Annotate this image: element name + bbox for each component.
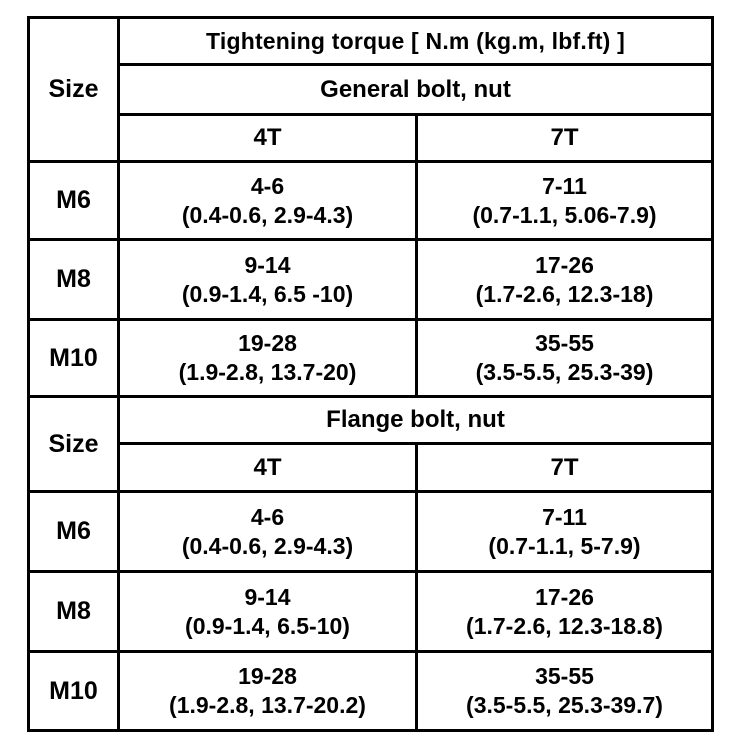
grade-7t-header-general: 7T <box>415 113 714 163</box>
table-row-general-m10: M10 19-28 (1.9-2.8, 13.7-20) 35-55 (3.5-… <box>27 318 714 398</box>
torque-cell-general-m8-4t: 9-14 (0.9-1.4, 6.5 -10) <box>117 238 418 321</box>
torque-cell-flange-m10-7t: 35-55 (3.5-5.5, 25.3-39.7) <box>415 650 714 732</box>
torque-range: 17-26 <box>535 583 594 610</box>
torque-cell-general-m6-4t: 4-6 (0.4-0.6, 2.9-4.3) <box>117 160 418 241</box>
torque-cell-flange-m10-4t: 19-28 (1.9-2.8, 13.7-20.2) <box>117 650 418 732</box>
grade-4t-header-flange: 4T <box>117 442 418 493</box>
grade-7t-header-flange: 7T <box>415 442 714 493</box>
torque-detail: (3.5-5.5, 25.3-39) <box>475 359 654 385</box>
torque-detail: (0.9-1.4, 6.5 -10) <box>181 280 354 307</box>
torque-detail: (0.7-1.1, 5.06-7.9) <box>472 201 657 228</box>
table-row-general-m6: M6 4-6 (0.4-0.6, 2.9-4.3) 7-11 (0.7-1.1,… <box>27 160 714 241</box>
torque-cell-flange-m8-7t: 17-26 (1.7-2.6, 12.3-18.8) <box>415 570 714 653</box>
tightening-torque-table: Size Tightening torque [ N.m (kg.m, lbf.… <box>27 16 714 732</box>
torque-detail: (1.9-2.8, 13.7-20.2) <box>169 692 366 718</box>
torque-range: 4-6 <box>250 503 285 530</box>
header-row-flange-section: Size Flange bolt, nut <box>27 395 714 493</box>
torque-range: 35-55 <box>535 663 594 689</box>
torque-range: 4-6 <box>250 172 285 199</box>
header-row-flange-grades: 4T 7T <box>29 442 714 493</box>
table-row-flange-m6: M6 4-6 (0.4-0.6, 2.9-4.3) 7-11 (0.7-1.1,… <box>27 490 714 573</box>
header-row-general-grades: 4T 7T <box>29 113 714 163</box>
torque-range: 19-28 <box>238 663 297 689</box>
header-row-torque-title: Size Tightening torque [ N.m (kg.m, lbf.… <box>27 16 714 163</box>
torque-detail: (1.7-2.6, 12.3-18.8) <box>466 612 663 639</box>
size-cell-flange-m8: M8 <box>27 570 120 653</box>
torque-range: 17-26 <box>535 251 594 278</box>
torque-cell-flange-m6-7t: 7-11 (0.7-1.1, 5-7.9) <box>415 490 714 573</box>
table-row-flange-m8: M8 9-14 (0.9-1.4, 6.5-10) 17-26 (1.7-2.6… <box>27 570 714 653</box>
table-row-general-m8: M8 9-14 (0.9-1.4, 6.5 -10) 17-26 (1.7-2.… <box>27 238 714 321</box>
size-cell-general-m8: M8 <box>27 238 120 321</box>
table-row-flange-m10: M10 19-28 (1.9-2.8, 13.7-20.2) 35-55 (3.… <box>27 650 714 732</box>
torque-detail: (0.9-1.4, 6.5-10) <box>185 612 350 639</box>
torque-detail: (1.7-2.6, 12.3-18) <box>475 280 654 307</box>
section-title-flange: Flange bolt, nut <box>117 395 714 445</box>
size-header-general: Size <box>27 16 120 163</box>
torque-cell-flange-m6-4t: 4-6 (0.4-0.6, 2.9-4.3) <box>117 490 418 573</box>
torque-detail: (3.5-5.5, 25.3-39.7) <box>466 692 663 718</box>
torque-title-cell: Tightening torque [ N.m (kg.m, lbf.ft) ] <box>117 16 714 66</box>
torque-range: 9-14 <box>244 251 291 278</box>
size-header-flange: Size <box>27 395 120 493</box>
torque-cell-general-m8-7t: 17-26 (1.7-2.6, 12.3-18) <box>415 238 714 321</box>
torque-cell-general-m6-7t: 7-11 (0.7-1.1, 5.06-7.9) <box>415 160 714 241</box>
torque-range: 35-55 <box>535 330 594 356</box>
torque-detail: (0.4-0.6, 2.9-4.3) <box>181 201 354 228</box>
torque-range: 7-11 <box>542 172 587 199</box>
torque-cell-general-m10-7t: 35-55 (3.5-5.5, 25.3-39) <box>415 318 714 398</box>
grade-4t-header-general: 4T <box>117 113 418 163</box>
size-cell-flange-m10: M10 <box>27 650 120 732</box>
size-cell-general-m10: M10 <box>27 318 120 398</box>
torque-cell-flange-m8-4t: 9-14 (0.9-1.4, 6.5-10) <box>117 570 418 653</box>
torque-range: 7-11 <box>542 503 587 530</box>
section-title-general: General bolt, nut <box>117 63 714 116</box>
size-cell-general-m6: M6 <box>27 160 120 241</box>
torque-range: 19-28 <box>238 330 297 356</box>
torque-detail: (0.4-0.6, 2.9-4.3) <box>181 532 354 559</box>
torque-detail: (0.7-1.1, 5-7.9) <box>488 532 641 559</box>
header-row-general-section: General bolt, nut <box>29 63 714 116</box>
torque-range: 9-14 <box>244 583 291 610</box>
torque-cell-general-m10-4t: 19-28 (1.9-2.8, 13.7-20) <box>117 318 418 398</box>
torque-detail: (1.9-2.8, 13.7-20) <box>178 359 357 385</box>
size-cell-flange-m6: M6 <box>27 490 120 573</box>
